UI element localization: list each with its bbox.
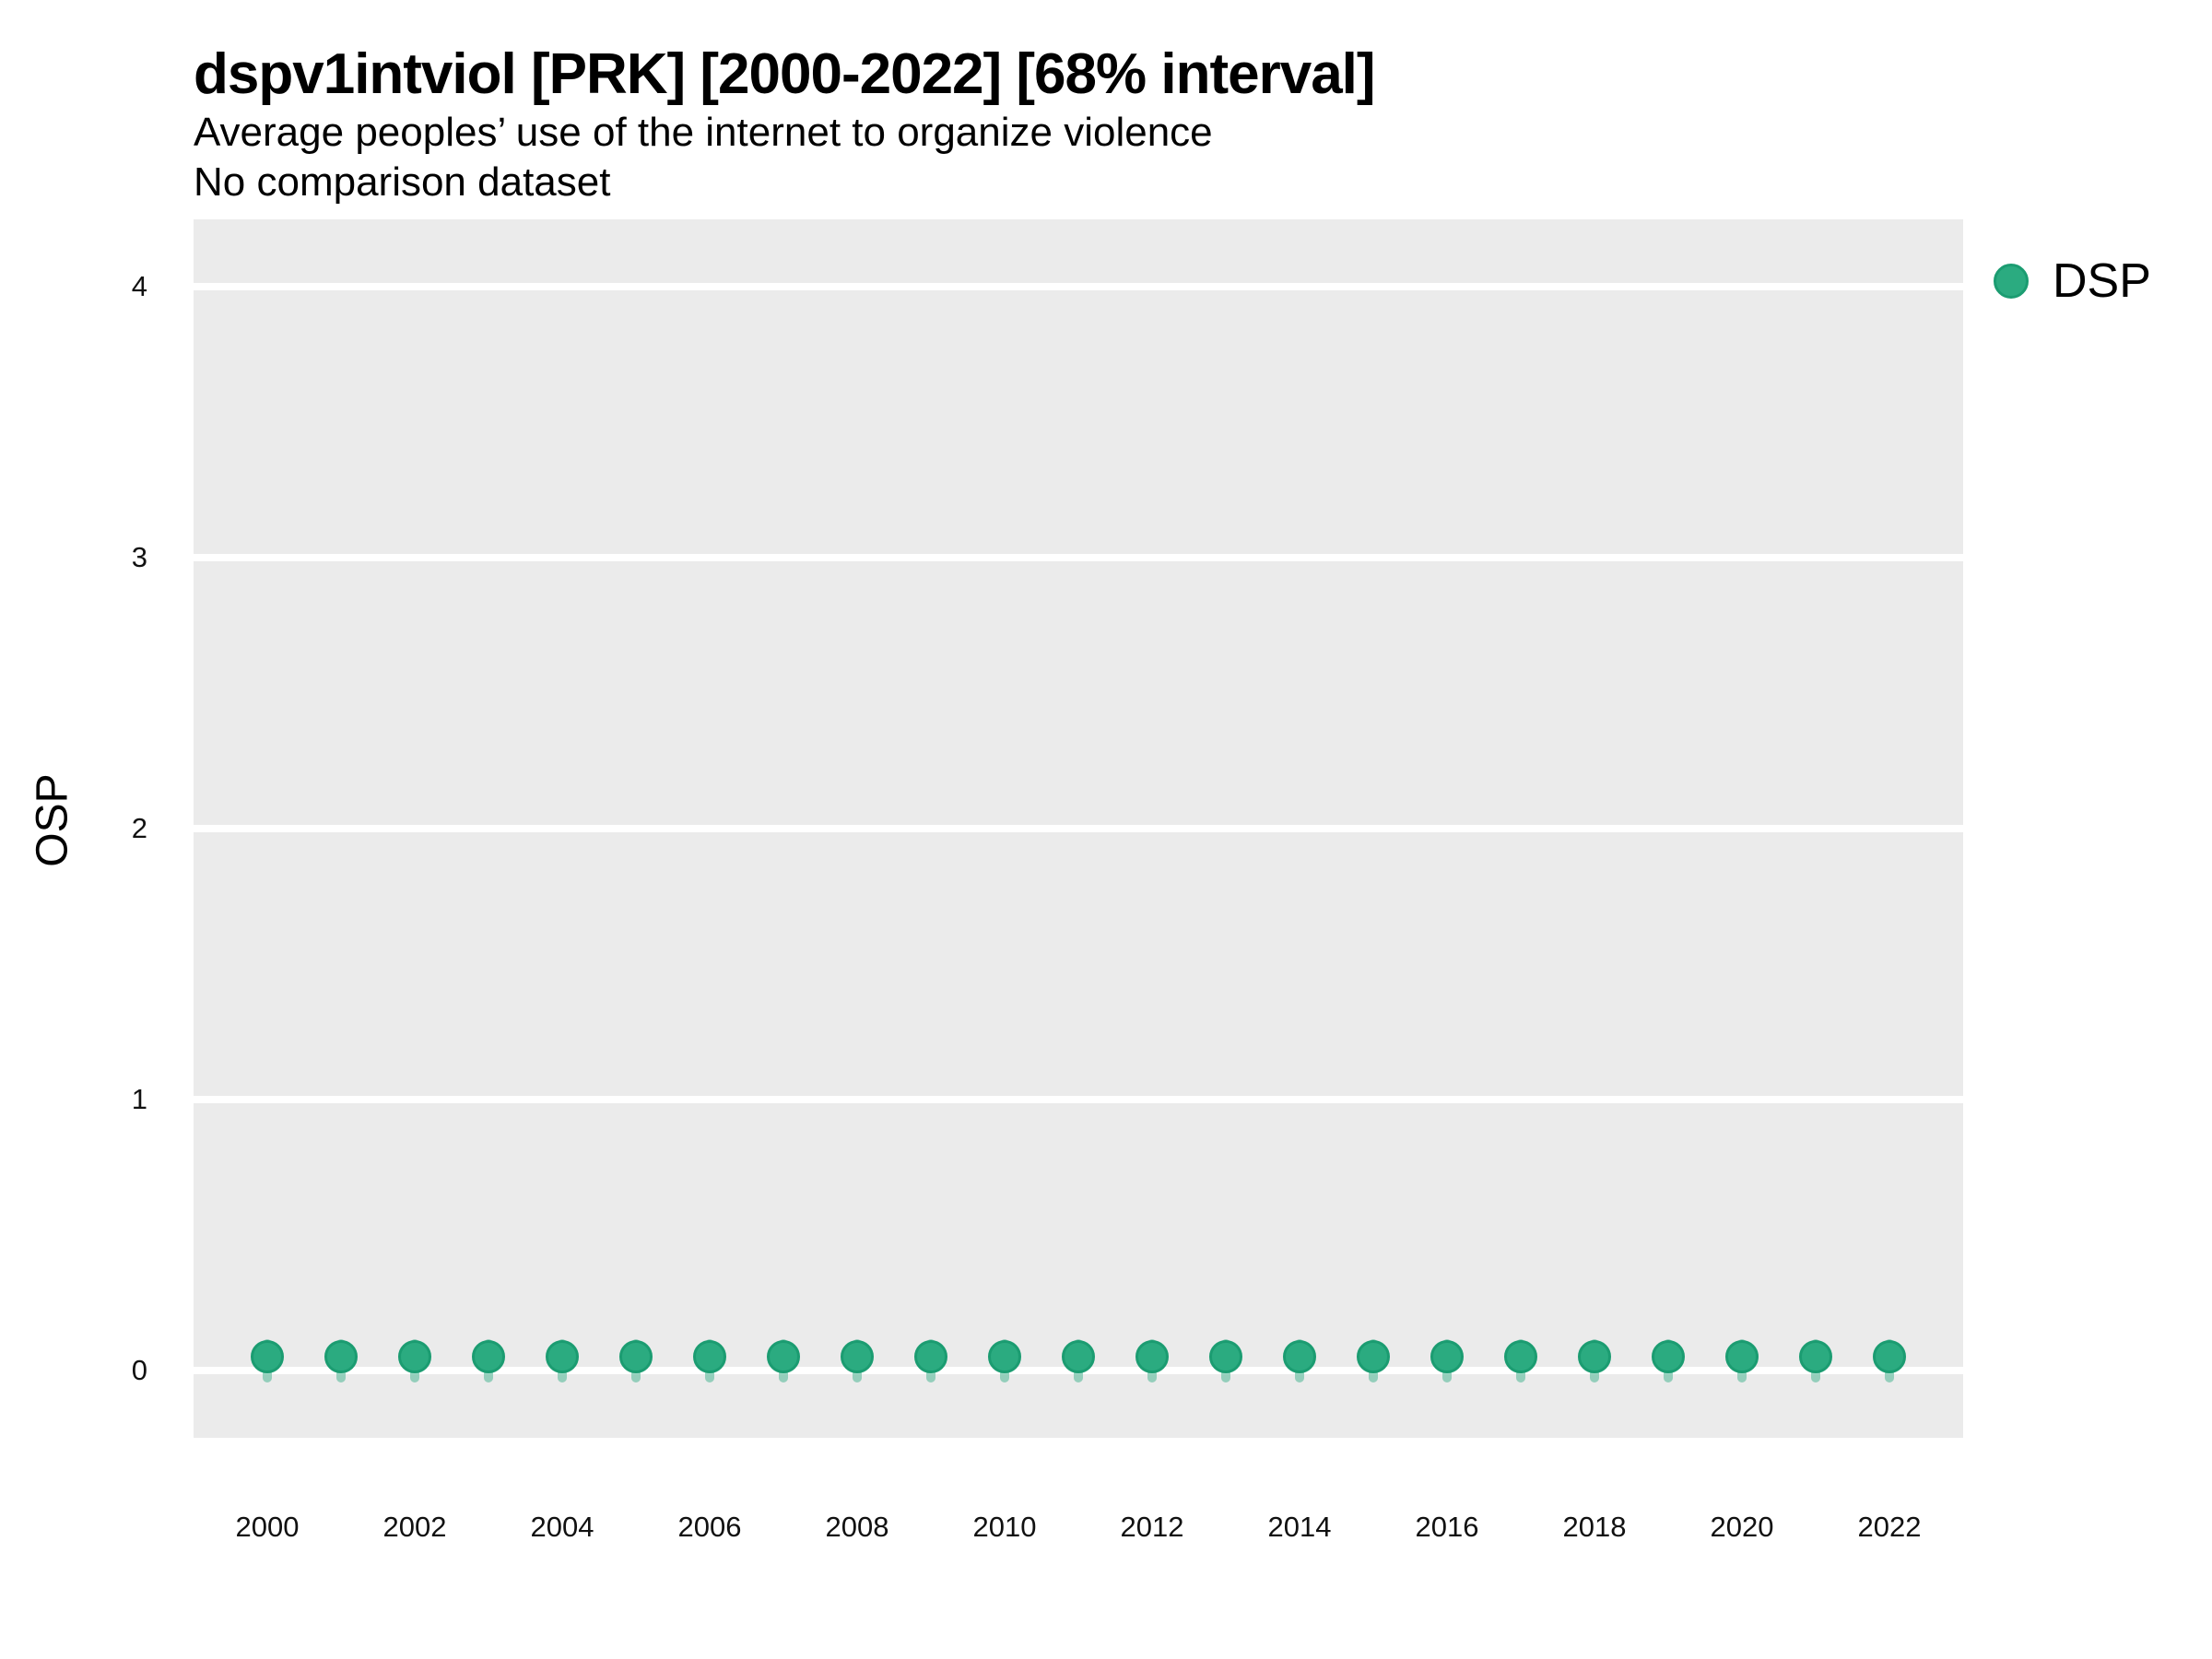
- data-point-2022: [1873, 1339, 1906, 1373]
- data-point-2018: [1578, 1339, 1611, 1373]
- data-point-2019: [1652, 1339, 1685, 1373]
- x-tick-label-2006: 2006: [677, 1511, 742, 1543]
- data-point-2004: [546, 1339, 579, 1373]
- data-point-2007: [767, 1339, 800, 1373]
- chart-comparison-note: No comparison dataset: [194, 159, 611, 205]
- y-tick-label-1: 1: [131, 1082, 147, 1115]
- x-tick-label-2022: 2022: [1857, 1511, 1922, 1543]
- data-point-2016: [1430, 1339, 1464, 1373]
- data-point-2011: [1062, 1339, 1095, 1373]
- y-axis-title: OSP: [28, 773, 77, 867]
- data-point-2009: [914, 1339, 947, 1373]
- data-point-2005: [619, 1339, 653, 1373]
- x-tick-label-2004: 2004: [530, 1511, 594, 1543]
- x-tick-label-2012: 2012: [1120, 1511, 1184, 1543]
- data-point-2000: [251, 1339, 284, 1373]
- x-tick-label-2014: 2014: [1267, 1511, 1332, 1543]
- data-point-2008: [841, 1339, 874, 1373]
- data-point-2013: [1209, 1339, 1242, 1373]
- y-tick-label-4: 4: [131, 270, 147, 303]
- chart-subtitle: Average peoples’ use of the internet to …: [194, 110, 1213, 155]
- legend-circle-icon: [1994, 264, 2029, 299]
- x-tick-label-2016: 2016: [1415, 1511, 1479, 1543]
- legend: DSP: [1994, 257, 2151, 305]
- x-tick-label-2010: 2010: [972, 1511, 1037, 1543]
- gridline-y-2: [194, 825, 1963, 832]
- chart-title: dspv1intviol [PRK] [2000-2022] [68% inte…: [194, 42, 1376, 106]
- x-tick-label-2008: 2008: [825, 1511, 889, 1543]
- data-point-2003: [472, 1339, 505, 1373]
- legend-label-dsp: DSP: [2053, 254, 2151, 308]
- gridline-y-3: [194, 554, 1963, 562]
- data-point-2002: [398, 1339, 431, 1373]
- x-tick-label-2018: 2018: [1562, 1511, 1627, 1543]
- data-point-2014: [1283, 1339, 1316, 1373]
- data-point-2001: [324, 1339, 358, 1373]
- x-tick-label-2000: 2000: [235, 1511, 300, 1543]
- data-point-2020: [1725, 1339, 1759, 1373]
- x-tick-label-2002: 2002: [382, 1511, 447, 1543]
- plot-panel: [194, 219, 1963, 1438]
- y-tick-label-0: 0: [131, 1353, 147, 1386]
- data-point-2021: [1799, 1339, 1832, 1373]
- y-tick-label-3: 3: [131, 541, 147, 574]
- gridline-y-4: [194, 283, 1963, 291]
- data-point-2015: [1357, 1339, 1390, 1373]
- x-tick-label-2020: 2020: [1710, 1511, 1774, 1543]
- data-point-2006: [693, 1339, 726, 1373]
- y-tick-label-2: 2: [131, 812, 147, 844]
- data-point-2012: [1135, 1339, 1169, 1373]
- data-point-2017: [1504, 1339, 1537, 1373]
- data-point-2010: [988, 1339, 1021, 1373]
- gridline-y-1: [194, 1095, 1963, 1103]
